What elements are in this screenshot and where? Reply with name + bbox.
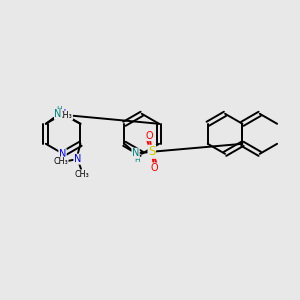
Text: N: N — [59, 109, 67, 119]
Text: H: H — [57, 106, 62, 112]
Text: N: N — [132, 148, 139, 158]
Text: O: O — [146, 130, 153, 141]
Text: O: O — [150, 163, 158, 173]
Text: N: N — [55, 110, 62, 119]
Text: CH₃: CH₃ — [58, 111, 73, 120]
Text: S: S — [148, 145, 155, 158]
Text: H: H — [134, 157, 140, 163]
Text: CH₃: CH₃ — [53, 157, 68, 166]
Text: CH₃: CH₃ — [74, 170, 89, 179]
Text: N: N — [74, 154, 81, 164]
Text: N: N — [59, 149, 66, 159]
